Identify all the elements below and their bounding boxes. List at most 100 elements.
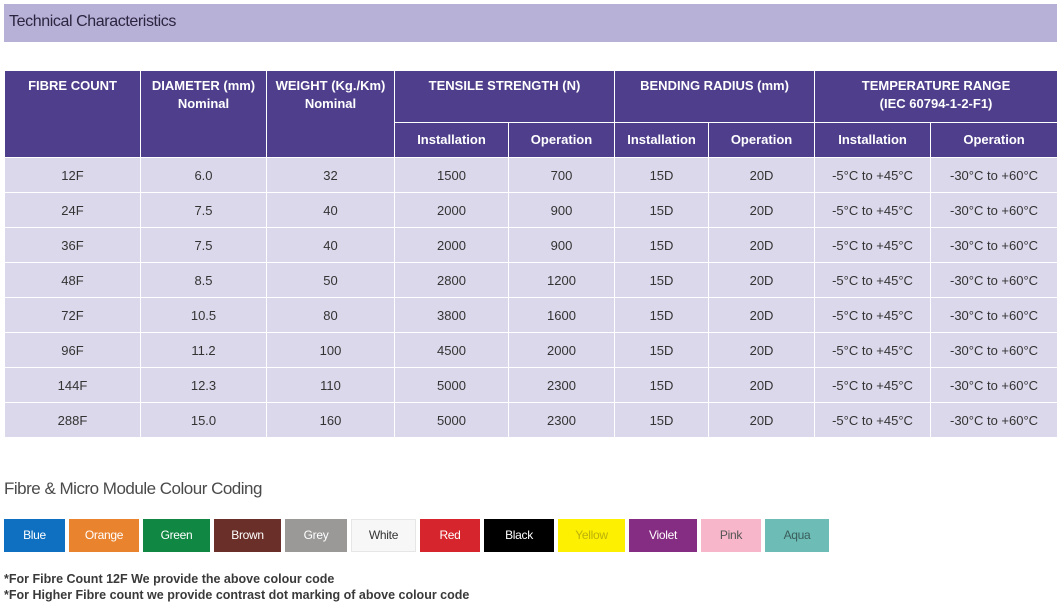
subheader-tensile-installation: Installation [394,122,509,158]
cell-tensile-installation: 2800 [394,262,509,298]
table-row: 144F 12.3 110 5000 2300 15D 20D -5°C to +45°C -3… [4,367,1059,403]
cell-diameter: 7.5 [140,227,267,263]
cell-tensile-operation: 900 [507,192,616,228]
swatch-orange: Orange [69,519,139,552]
cell-diameter: 15.0 [140,402,267,438]
swatch-green: Green [143,519,210,552]
swatch-white: White [351,519,416,552]
cell-bending-operation: 20D [708,332,816,368]
cell-fibre-count: 24F [4,192,141,228]
note-line: *For Fibre Count 12F We provide the abov… [4,572,335,586]
cell-diameter: 10.5 [140,297,267,333]
cell-bending-installation: 15D [614,192,710,228]
cell-tensile-installation: 5000 [394,402,509,438]
header-tensile-strength: TENSILE STRENGTH (N) [393,70,616,123]
cell-fibre-count: 48F [4,262,141,298]
swatch-yellow: Yellow [558,519,625,552]
cell-weight: 80 [266,297,395,333]
cell-fibre-count: 12F [4,157,141,193]
cell-tensile-operation: 900 [507,227,616,263]
cell-temperature-installation: -5°C to +45°C [814,262,932,298]
swatch-blue: Blue [4,519,65,552]
header-weight: WEIGHT (Kg./Km) Nominal [266,70,395,158]
cell-fibre-count: 144F [4,367,141,403]
cell-bending-installation: 15D [614,227,710,263]
cell-bending-operation: 20D [708,157,816,193]
cell-temperature-installation: -5°C to +45°C [814,297,932,333]
cell-bending-operation: 20D [708,367,816,403]
cell-diameter: 12.3 [140,367,267,403]
cell-temperature-installation: -5°C to +45°C [814,367,932,403]
cell-bending-operation: 20D [708,227,816,263]
cell-tensile-installation: 4500 [394,332,509,368]
table-row: 24F 7.5 40 2000 900 15D 20D -5°C to +45°C -30°C … [4,192,1059,228]
cell-temperature-installation: -5°C to +45°C [814,332,932,368]
cell-bending-installation: 15D [614,367,710,403]
cell-temperature-operation: -30°C to +60°C [930,227,1059,263]
cell-temperature-installation: -5°C to +45°C [814,192,932,228]
table-row: 72F 10.5 80 3800 1600 15D 20D -5°C to +45°C -30°… [4,297,1059,333]
cell-temperature-operation: -30°C to +60°C [930,402,1059,438]
header-fibre-count: FIBRE COUNT [4,70,141,158]
table-row: 96F 11.2 100 4500 2000 15D 20D -5°C to +45°C -30… [4,332,1059,368]
cell-tensile-operation: 2000 [507,332,616,368]
cell-bending-installation: 15D [614,297,710,333]
technical-characteristics-table: FIBRE COUNT DIAMETER (mm) Nominal WEIGHT … [4,70,1059,438]
notes: *For Fibre Count 12F We provide the abov… [4,571,469,603]
cell-weight: 110 [266,367,395,403]
cell-bending-installation: 15D [614,262,710,298]
cell-bending-operation: 20D [708,192,816,228]
cell-tensile-installation: 2000 [394,192,509,228]
table-row: 48F 8.5 50 2800 1200 15D 20D -5°C to +45°C -30°C… [4,262,1059,298]
cell-diameter: 8.5 [140,262,267,298]
section-title: Technical Characteristics [9,13,176,30]
subheader-temperature-installation: Installation [814,122,932,158]
header-bending-radius: BENDING RADIUS (mm) [614,70,816,123]
header-diameter: DIAMETER (mm) Nominal [140,70,267,158]
cell-tensile-operation: 1200 [507,262,616,298]
cell-temperature-operation: -30°C to +60°C [930,192,1059,228]
cell-fibre-count: 288F [4,402,141,438]
cell-tensile-installation: 3800 [394,297,509,333]
cell-bending-installation: 15D [614,332,710,368]
swatch-violet: Violet [629,519,697,552]
cell-temperature-operation: -30°C to +60°C [930,367,1059,403]
colour-coding-title: Fibre & Micro Module Colour Coding [4,479,262,498]
swatch-red: Red [420,519,480,552]
cell-temperature-installation: -5°C to +45°C [814,157,932,193]
cell-temperature-installation: -5°C to +45°C [814,227,932,263]
cell-bending-operation: 20D [708,297,816,333]
header-temperature-range: TEMPERATURE RANGE (IEC 60794-1-2-F1) [814,70,1059,123]
cell-temperature-operation: -30°C to +60°C [930,262,1059,298]
cell-tensile-installation: 2000 [394,227,509,263]
table-body: 12F 6.0 32 1500 700 15D 20D -5°C to +45°C -30°C … [4,157,1059,438]
cell-tensile-operation: 2300 [507,402,616,438]
cell-bending-operation: 20D [708,262,816,298]
cell-fibre-count: 96F [4,332,141,368]
table-row: 288F 15.0 160 5000 2300 15D 20D -5°C to +45°C -3… [4,402,1059,438]
cell-temperature-installation: -5°C to +45°C [814,402,932,438]
cell-tensile-installation: 5000 [394,367,509,403]
cell-bending-installation: 15D [614,402,710,438]
swatch-grey: Grey [285,519,347,552]
cell-weight: 32 [266,157,395,193]
cell-tensile-operation: 700 [507,157,616,193]
swatch-black: Black [484,519,554,552]
cell-fibre-count: 72F [4,297,141,333]
cell-tensile-installation: 1500 [394,157,509,193]
table-row: 36F 7.5 40 2000 900 15D 20D -5°C to +45°C -30°C … [4,227,1059,263]
table-row: 12F 6.0 32 1500 700 15D 20D -5°C to +45°C -30°C … [4,157,1059,193]
subheader-bending-installation: Installation [614,122,710,158]
section-title-bar: Technical Characteristics [4,4,1057,42]
cell-bending-operation: 20D [708,402,816,438]
cell-diameter: 6.0 [140,157,267,193]
cell-tensile-operation: 1600 [507,297,616,333]
cell-weight: 160 [266,402,395,438]
cell-diameter: 11.2 [140,332,267,368]
cell-diameter: 7.5 [140,192,267,228]
subheader-tensile-operation: Operation [507,122,616,158]
note-line: *For Higher Fibre count we provide contr… [4,588,470,602]
cell-weight: 50 [266,262,395,298]
swatch-aqua: Aqua [765,519,829,552]
cell-bending-installation: 15D [614,157,710,193]
